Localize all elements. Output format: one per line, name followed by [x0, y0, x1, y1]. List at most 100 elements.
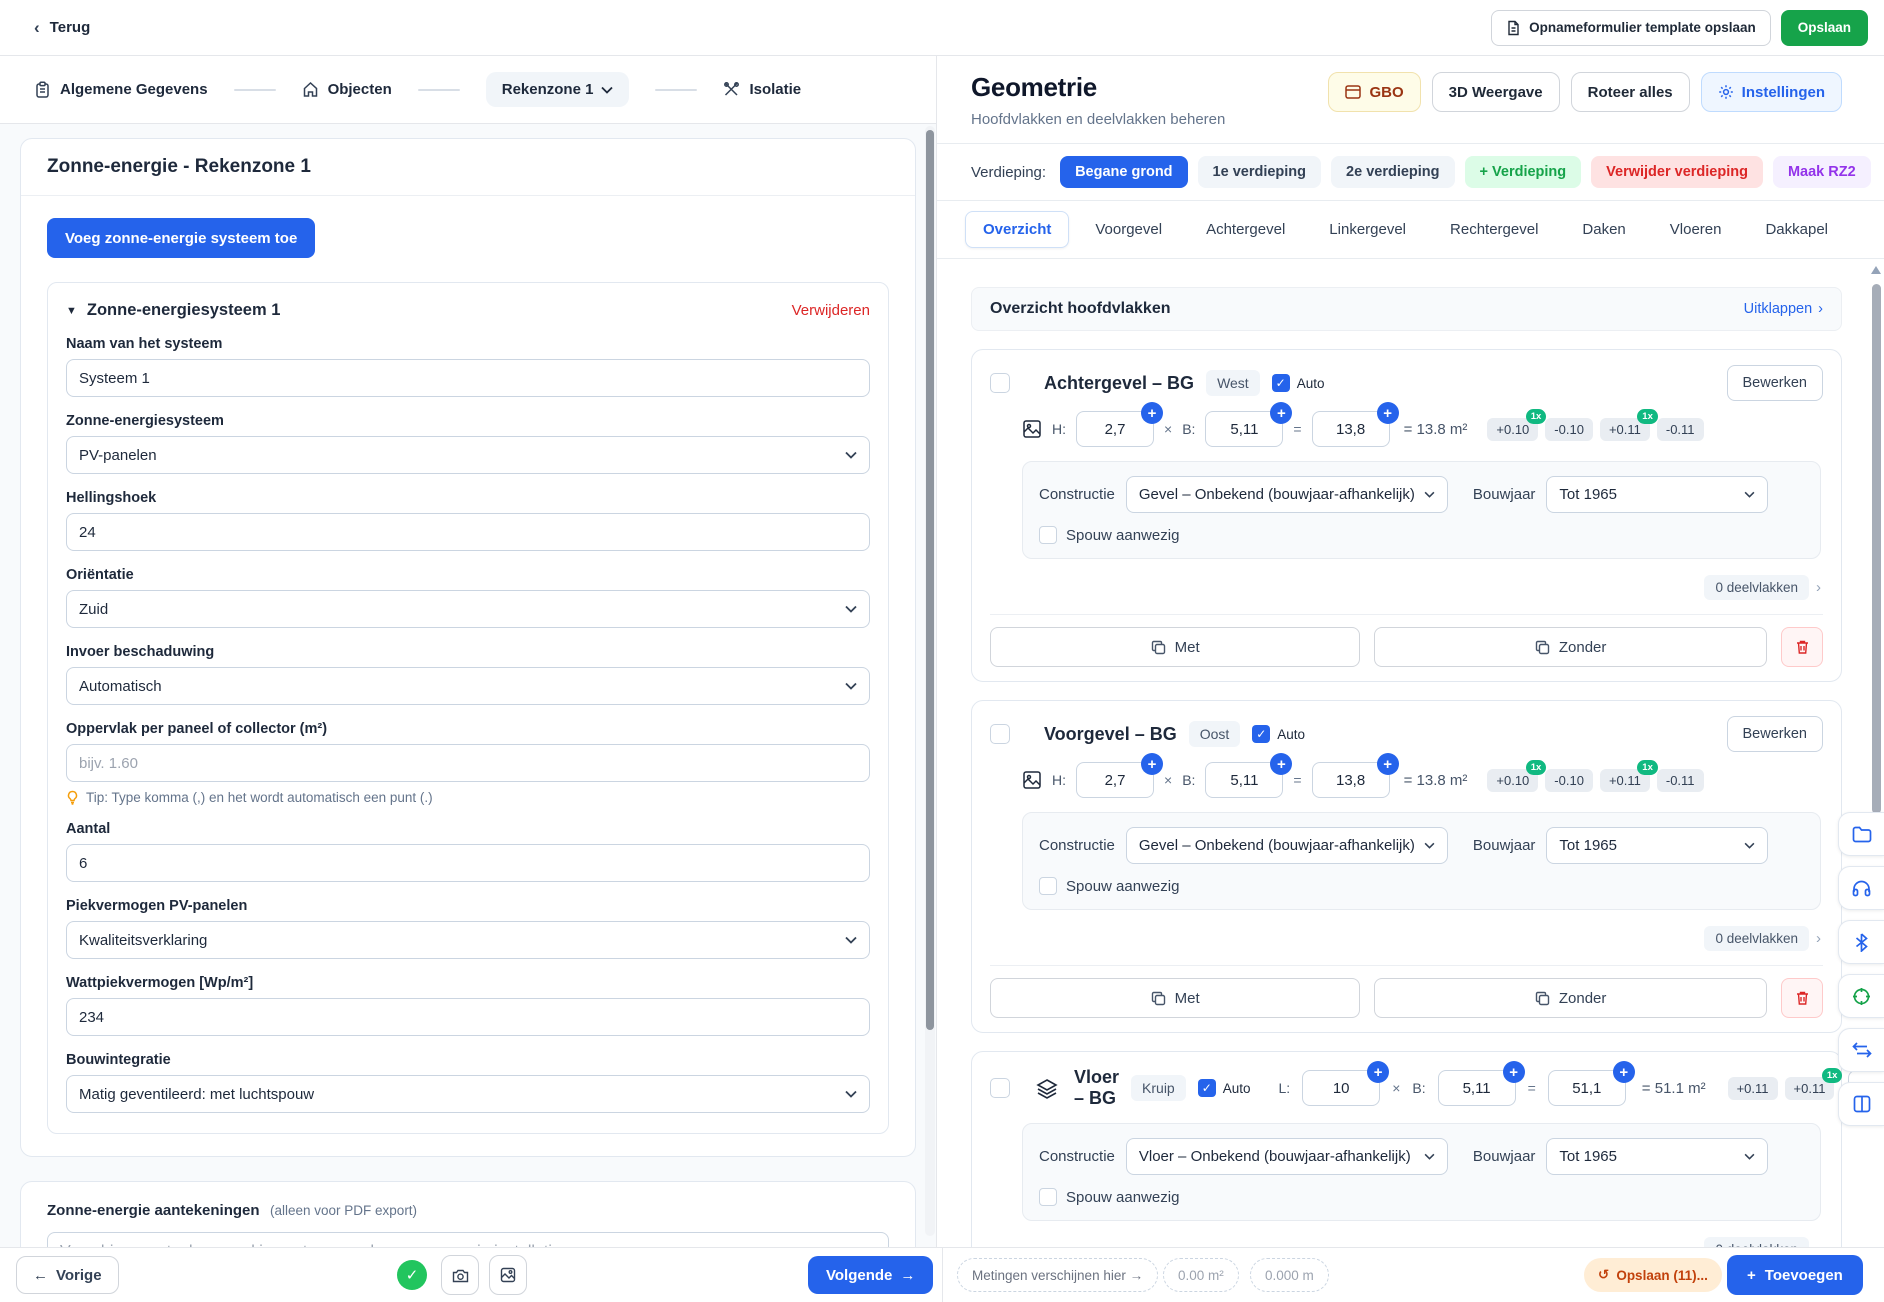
adjust-chip[interactable]: +0.11 1x — [1784, 1067, 1843, 1100]
make-rz2-button[interactable]: Maak RZ2 — [1772, 156, 1871, 188]
count-input[interactable] — [66, 844, 870, 882]
tab-rechtergevel[interactable]: Rechtergevel — [1450, 221, 1539, 238]
save-template-button[interactable]: Opnameformulier template opslaan — [1491, 9, 1771, 46]
remove-floor-button[interactable]: Verwijder verdieping — [1591, 156, 1763, 188]
swap-arrows-icon[interactable] — [1838, 1028, 1884, 1072]
orientation-select[interactable]: Zuid — [66, 590, 870, 628]
integration-select[interactable]: Matig geventileerd: met luchtspouw — [66, 1075, 870, 1113]
tab-vloeren[interactable]: Vloeren — [1669, 221, 1722, 238]
system-collapse-toggle[interactable]: ▼ Zonne-energiesysteem 1 — [66, 301, 281, 319]
system-type-select[interactable]: PV-panelen — [66, 436, 870, 474]
adjust-chip[interactable]: -0.10 — [1545, 417, 1593, 441]
subsurfaces-pill[interactable]: 0 deelvlakken — [1704, 926, 1809, 951]
plus-stepper-button[interactable]: + — [1502, 1061, 1525, 1083]
plus-stepper-button[interactable]: + — [1376, 753, 1399, 775]
year-select[interactable]: Tot 1965 — [1546, 476, 1769, 513]
gbo-button[interactable]: GBO — [1328, 72, 1421, 112]
add-surface-button[interactable]: + Toevoegen — [1727, 1255, 1863, 1295]
shading-select[interactable]: Automatisch — [66, 667, 870, 705]
subsurfaces-pill[interactable]: 0 deelvlakken — [1704, 1237, 1809, 1247]
adjust-chip[interactable]: -0.11 — [1656, 768, 1704, 792]
plus-stepper-button[interactable]: + — [1376, 402, 1399, 424]
adjust-chip[interactable]: -0.11 — [1656, 417, 1704, 441]
adjust-chip[interactable]: +0.11 1x — [1599, 759, 1658, 792]
add-solar-system-button[interactable]: Voeg zonne-energie systeem toe — [47, 218, 316, 258]
step-isolatie[interactable]: Isolatie — [723, 81, 801, 98]
saving-status[interactable]: ↺ Opslaan (11)... — [1584, 1258, 1722, 1292]
chevron-right-icon[interactable]: › — [1816, 930, 1821, 947]
right-scrollbar-thumb[interactable] — [1872, 284, 1881, 814]
floor-begane-grond[interactable]: Begane grond — [1060, 156, 1188, 188]
expand-link[interactable]: Uitklappen › — [1743, 301, 1823, 317]
plus-stepper-button[interactable]: + — [1367, 1061, 1390, 1083]
edit-button[interactable]: Bewerken — [1726, 365, 1823, 401]
scroll-up-arrow-icon[interactable] — [1871, 266, 1881, 274]
cavity-toggle[interactable]: Spouw aanwezig — [1039, 526, 1804, 544]
save-button[interactable]: Opslaan — [1780, 9, 1868, 46]
plus-stepper-button[interactable]: + — [1612, 1061, 1635, 1083]
view-3d-button[interactable]: 3D Weergave — [1431, 72, 1560, 112]
duplicate-without-button[interactable]: Zonder — [1374, 627, 1768, 667]
auto-toggle[interactable]: ✓ Auto — [1271, 374, 1324, 392]
camera-button[interactable] — [441, 1255, 479, 1295]
step-rekenzone-dropdown[interactable]: Rekenzone 1 — [485, 72, 630, 107]
duplicate-with-button[interactable]: Met — [990, 978, 1361, 1018]
chevron-right-icon[interactable]: › — [1816, 1241, 1821, 1247]
split-columns-icon[interactable] — [1838, 1082, 1884, 1126]
tab-daken[interactable]: Daken — [1582, 221, 1626, 238]
plus-stepper-button[interactable]: + — [1141, 402, 1163, 424]
adjust-chip[interactable]: +0.10 1x — [1487, 759, 1547, 792]
target-icon[interactable] — [1838, 974, 1884, 1018]
validation-check-button[interactable]: ✓ — [397, 1260, 427, 1290]
step-algemene-gegevens[interactable]: Algemene Gegevens — [34, 80, 208, 99]
width-input[interactable] — [1437, 1070, 1516, 1106]
surface-checkbox[interactable] — [990, 724, 1010, 744]
floor-1e-verdieping[interactable]: 1e verdieping — [1197, 156, 1322, 188]
step-objecten[interactable]: Objecten — [302, 81, 392, 98]
year-select[interactable]: Tot 1965 — [1546, 1138, 1769, 1175]
settings-button[interactable]: Instellingen — [1700, 72, 1842, 112]
construction-select[interactable]: Gevel – Onbekend (bouwjaar-afhankelijk) — [1125, 476, 1448, 513]
adjust-chip[interactable]: +0.11 1x — [1599, 408, 1658, 441]
add-floor-button[interactable]: + Verdieping — [1464, 156, 1582, 188]
tab-dakkapel[interactable]: Dakkapel — [1765, 221, 1829, 238]
tilt-input[interactable] — [66, 513, 870, 551]
area-input[interactable] — [1547, 1070, 1626, 1106]
peak-power-select[interactable]: Kwaliteitsverklaring — [66, 921, 870, 959]
tab-voorgevel[interactable]: Voorgevel — [1095, 221, 1163, 238]
left-scrollbar-track[interactable] — [925, 126, 935, 1236]
plus-stepper-button[interactable]: + — [1270, 753, 1293, 775]
edit-button[interactable]: Bewerken — [1726, 716, 1823, 752]
floor-2e-verdieping[interactable]: 2e verdieping — [1331, 156, 1455, 188]
width-input[interactable] — [1205, 762, 1284, 798]
headphones-icon[interactable] — [1838, 866, 1884, 910]
tab-overzicht[interactable]: Overzicht — [965, 211, 1070, 248]
auto-toggle[interactable]: ✓ Auto — [1252, 725, 1305, 743]
surface-checkbox[interactable] — [990, 373, 1010, 393]
delete-surface-button[interactable] — [1781, 978, 1824, 1018]
system-name-input[interactable] — [66, 359, 870, 397]
year-select[interactable]: Tot 1965 — [1546, 827, 1769, 864]
next-button[interactable]: Volgende → — [808, 1256, 934, 1294]
remove-system-link[interactable]: Verwijderen — [791, 302, 870, 319]
notes-textarea[interactable] — [47, 1232, 889, 1247]
bluetooth-icon[interactable] — [1838, 920, 1884, 964]
tab-linkergevel[interactable]: Linkergevel — [1329, 221, 1407, 238]
adjust-chip[interactable]: -0.10 — [1545, 768, 1593, 792]
panel-area-input[interactable] — [66, 744, 870, 782]
area-input[interactable] — [1311, 411, 1390, 447]
construction-select[interactable]: Vloer – Onbekend (bouwjaar-afhankelijk) — [1125, 1138, 1448, 1175]
duplicate-without-button[interactable]: Zonder — [1374, 978, 1768, 1018]
plus-stepper-button[interactable]: + — [1270, 402, 1293, 424]
surface-checkbox[interactable] — [990, 1078, 1010, 1098]
chevron-right-icon[interactable]: › — [1816, 579, 1821, 596]
tab-achtergevel[interactable]: Achtergevel — [1206, 221, 1286, 238]
adjust-chip[interactable]: +0.11 — [1727, 1076, 1778, 1100]
previous-button[interactable]: ← Vorige — [16, 1256, 119, 1294]
plus-stepper-button[interactable]: + — [1141, 753, 1163, 775]
left-scrollbar-thumb[interactable] — [926, 130, 934, 1030]
watt-peak-input[interactable] — [66, 998, 870, 1036]
area-input[interactable] — [1311, 762, 1390, 798]
cavity-toggle[interactable]: Spouw aanwezig — [1039, 1188, 1804, 1206]
gallery-button[interactable] — [489, 1255, 527, 1295]
